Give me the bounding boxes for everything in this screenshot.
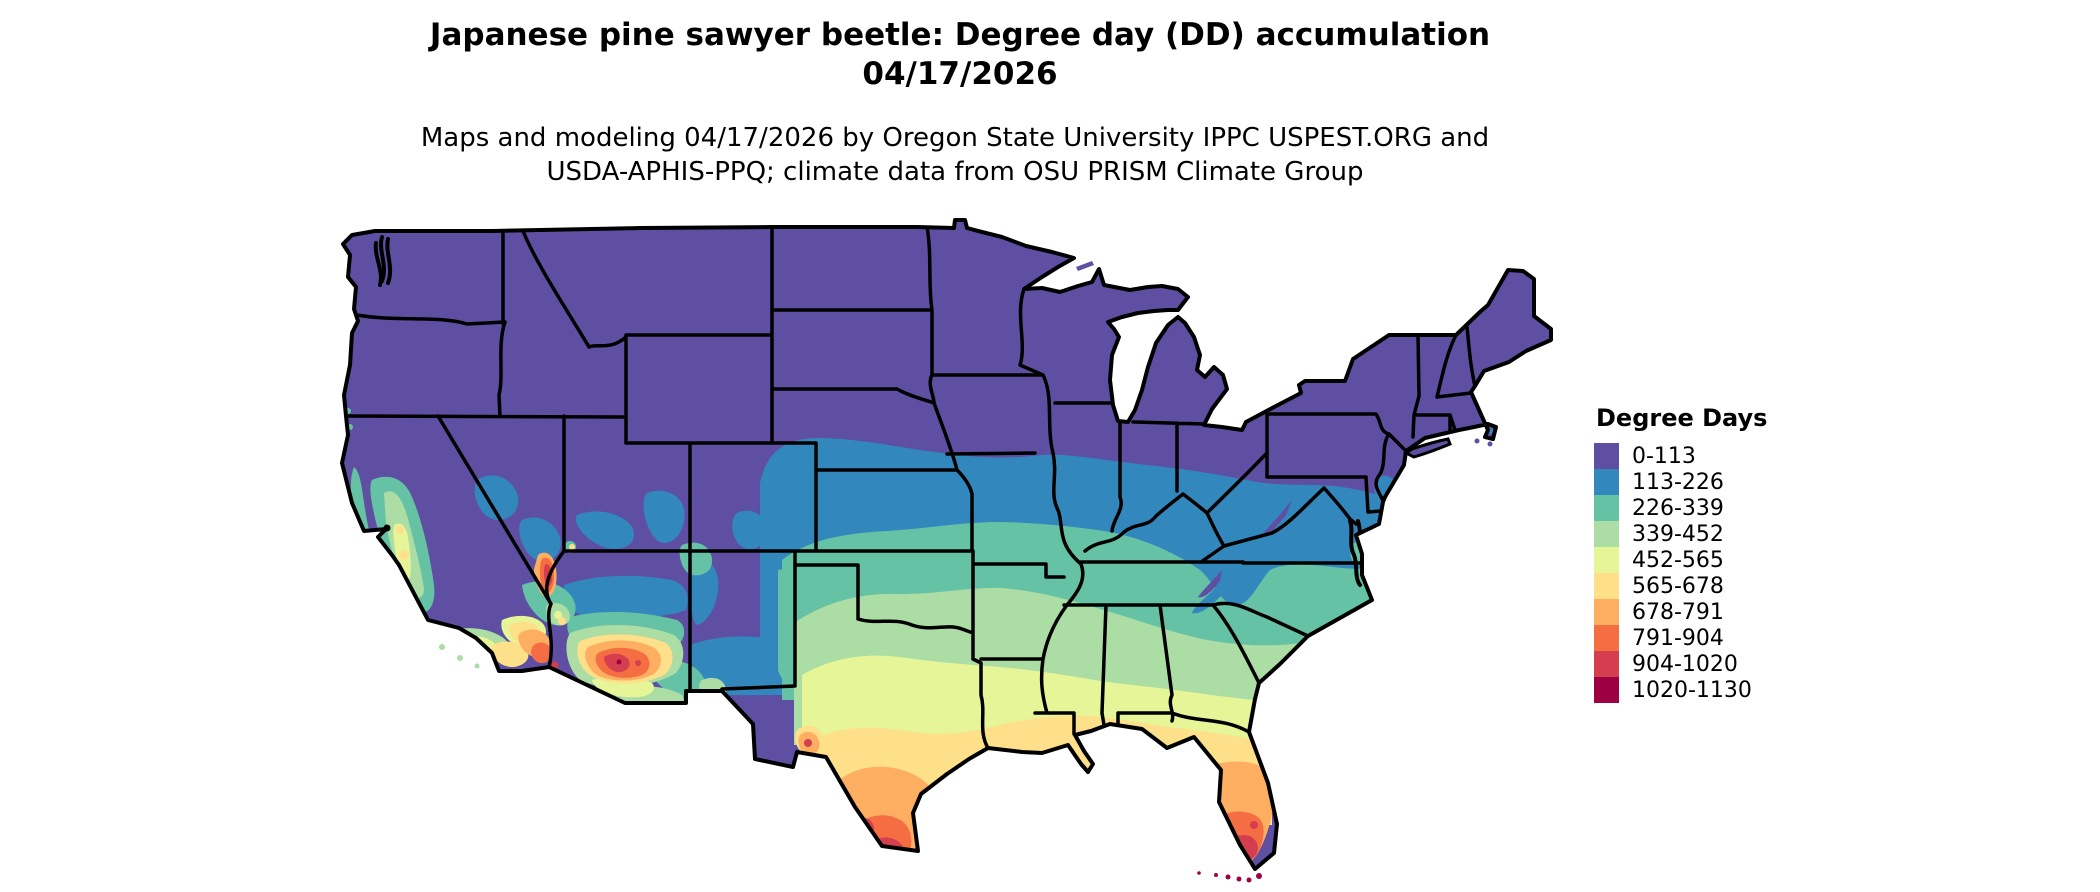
legend-swatch-339-452 [1594, 521, 1619, 547]
channel-islands [439, 644, 480, 669]
legend-swatch-904-1020 [1594, 651, 1619, 677]
state-borders [344, 225, 1477, 750]
legend-item: 113-226 [1594, 469, 1767, 495]
legend-swatch-1020-1130 [1594, 677, 1619, 703]
raster-layers [342, 220, 1551, 869]
map-subtitle-line2: USDA-APHIS-PPQ; climate data from OSU PR… [546, 157, 1364, 187]
long-island [1403, 437, 1452, 459]
legend-label: 113-226 [1632, 469, 1724, 495]
florida-keys [1197, 871, 1262, 883]
appalachian-cool-streak [1192, 493, 1304, 614]
legend-swatch-0-113 [1594, 443, 1619, 469]
legend-item: 565-678 [1594, 573, 1767, 599]
us-outline [340, 218, 1553, 871]
legend-item: 339-452 [1594, 521, 1767, 547]
legend-label: 0-113 [1632, 443, 1696, 469]
legend-item: 1020-1130 [1594, 677, 1767, 703]
map-subtitle: Maps and modeling 04/17/2026 by Oregon S… [0, 121, 1910, 189]
legend-item: 226-339 [1594, 495, 1767, 521]
legend-label: 791-904 [1632, 625, 1724, 651]
map-title-line2: 04/17/2026 [862, 56, 1058, 92]
puget-sound-lines [373, 235, 393, 287]
legend-item: 791-904 [1594, 625, 1767, 651]
legend-label: 678-791 [1632, 599, 1724, 625]
legend-label: 565-678 [1632, 573, 1724, 599]
legend-swatch-452-565 [1594, 547, 1619, 573]
legend-label: 1020-1130 [1632, 677, 1752, 703]
legend-item: 452-565 [1594, 547, 1767, 573]
legend-label: 452-565 [1632, 547, 1724, 573]
legend-item: 678-791 [1594, 599, 1767, 625]
legend-swatch-565-678 [1594, 573, 1619, 599]
map-subtitle-line1: Maps and modeling 04/17/2026 by Oregon S… [420, 123, 1490, 153]
degree-day-map [340, 218, 1553, 883]
map-title-line1: Japanese pine sawyer beetle: Degree day … [429, 17, 1491, 53]
legend-swatch-791-904 [1594, 625, 1619, 651]
legend-item: 904-1020 [1594, 651, 1767, 677]
legend-item: 0-113 [1594, 443, 1767, 469]
legend: Degree Days 0-113 113-226 226-339 339-45… [1594, 404, 1767, 703]
new-england-islands [1474, 438, 1493, 447]
map-title: Japanese pine sawyer beetle: Degree day … [0, 16, 1920, 94]
legend-swatch-226-339 [1594, 495, 1619, 521]
legend-label: 904-1020 [1632, 651, 1738, 677]
legend-swatch-678-791 [1594, 599, 1619, 625]
legend-swatch-113-226 [1594, 469, 1619, 495]
legend-label: 226-339 [1632, 495, 1724, 521]
band-1020-1130 [616, 659, 622, 665]
legend-title: Degree Days [1596, 404, 1768, 432]
legend-label: 339-452 [1632, 521, 1724, 547]
isle-royale [1076, 261, 1094, 271]
